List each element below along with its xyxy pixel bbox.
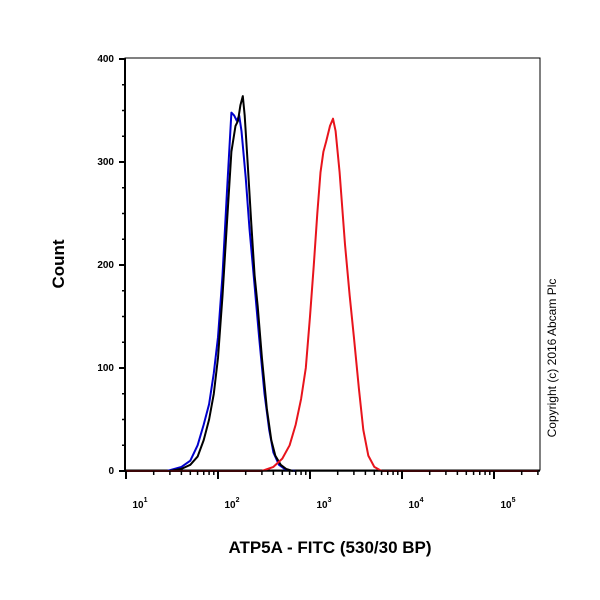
copyright-annotation: Copyright (c) 2016 Abcam Plc bbox=[545, 279, 559, 438]
y-tick-label: 300 bbox=[97, 157, 114, 168]
y-tick-label: 0 bbox=[108, 466, 114, 477]
histogram-series-1 bbox=[169, 95, 294, 472]
x-tick-label: 102 bbox=[224, 497, 239, 511]
x-tick-label: 104 bbox=[408, 497, 423, 511]
axis-layer: 101 102 103 104 105 0 100 200 300 400 bbox=[97, 54, 540, 511]
y-tick-label: 200 bbox=[97, 260, 114, 271]
x-tick-label: 103 bbox=[316, 497, 331, 511]
x-tick-label: 101 bbox=[132, 497, 147, 511]
series-layer bbox=[126, 95, 538, 472]
x-axis-label: ATP5A - FITC (530/30 BP) bbox=[228, 538, 431, 557]
histogram-series-2 bbox=[126, 117, 538, 472]
y-tick-label: 400 bbox=[97, 54, 114, 65]
y-tick-label: 100 bbox=[97, 363, 114, 374]
y-axis-label: Count bbox=[49, 239, 68, 288]
x-tick-label: 105 bbox=[500, 497, 515, 511]
